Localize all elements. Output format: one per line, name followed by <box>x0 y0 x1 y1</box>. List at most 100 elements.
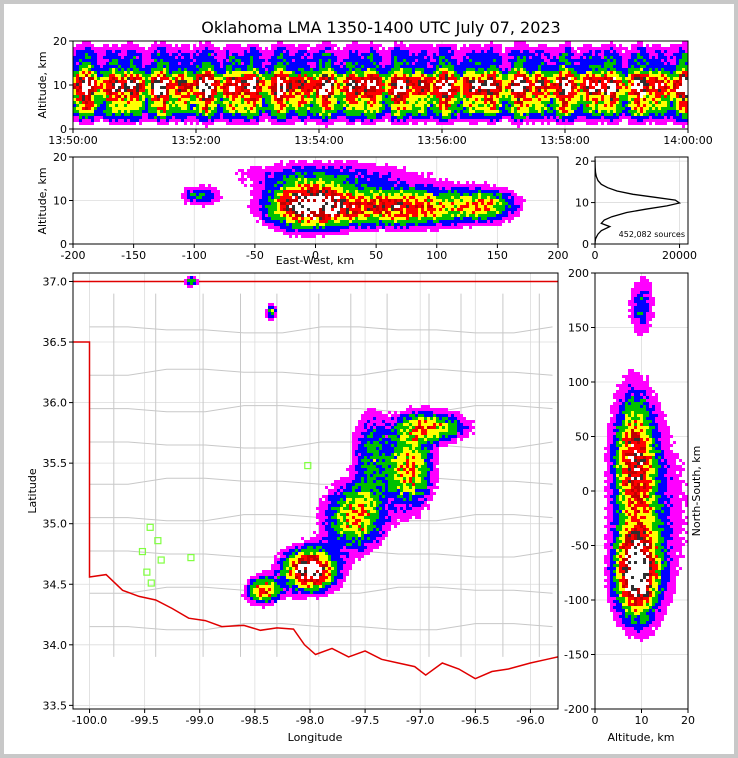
time-height-cell <box>214 107 217 110</box>
time-height-cell <box>238 44 241 47</box>
time-height-cell <box>679 77 682 80</box>
time-height-cell <box>367 98 370 101</box>
time-height-cell <box>433 74 436 77</box>
time-height-cell <box>508 77 511 80</box>
time-height-cell <box>85 65 88 68</box>
time-height-cell <box>88 101 91 104</box>
time-height-cell <box>643 71 646 74</box>
time-height-cell <box>457 56 460 59</box>
time-height-cell <box>148 95 151 98</box>
time-height-cell <box>349 50 352 53</box>
time-height-cell <box>400 107 403 110</box>
time-height-cell <box>541 113 544 116</box>
time-height-cell <box>187 107 190 110</box>
time-height-cell <box>661 53 664 56</box>
time-height-cell <box>166 89 169 92</box>
time-height-cell <box>397 56 400 59</box>
time-height-cell <box>577 86 580 89</box>
time-height-cell <box>436 77 439 80</box>
time-height-cell <box>292 56 295 59</box>
time-height-cell <box>331 116 334 119</box>
time-height-cell <box>352 92 355 95</box>
time-height-cell <box>121 50 124 53</box>
time-height-cell <box>529 47 532 50</box>
time-height-cell <box>364 53 367 56</box>
time-height-cell <box>643 47 646 50</box>
time-height-cell <box>325 92 328 95</box>
time-height-cell <box>235 107 238 110</box>
time-height-cell <box>304 86 307 89</box>
time-height-cell <box>550 101 553 104</box>
time-height-cell <box>316 80 319 83</box>
time-height-cell <box>274 107 277 110</box>
time-height-cell <box>256 116 259 119</box>
time-height-cell <box>466 86 469 89</box>
time-height-cell <box>199 113 202 116</box>
time-height-cell <box>268 59 271 62</box>
time-height-cell <box>370 65 373 68</box>
time-height-cell <box>589 95 592 98</box>
time-height-cell <box>205 59 208 62</box>
time-height-cell <box>343 110 346 113</box>
time-height-cell <box>574 80 577 83</box>
time-height-cell <box>460 98 463 101</box>
time-height-cell <box>544 47 547 50</box>
time-height-cell <box>208 71 211 74</box>
time-height-cell <box>325 116 328 119</box>
time-height-cell <box>346 68 349 71</box>
time-height-cell <box>460 80 463 83</box>
time-height-cell <box>382 110 385 113</box>
time-height-cell <box>448 104 451 107</box>
time-height-cell <box>619 113 622 116</box>
time-height-cell <box>613 83 616 86</box>
time-height-cell <box>499 44 502 47</box>
time-height-cell <box>121 74 124 77</box>
time-height-cell <box>142 104 145 107</box>
time-height-cell <box>118 107 121 110</box>
time-height-cell <box>274 53 277 56</box>
time-height-cell <box>607 83 610 86</box>
time-height-cell <box>580 71 583 74</box>
time-height-cell <box>79 110 82 113</box>
time-height-cell <box>307 110 310 113</box>
time-height-cell <box>154 56 157 59</box>
time-height-cell <box>295 110 298 113</box>
time-height-cell <box>664 92 667 95</box>
time-height-cell <box>676 86 679 89</box>
time-height-cell <box>184 53 187 56</box>
time-height-cell <box>490 113 493 116</box>
time-height-cell <box>418 101 421 104</box>
time-height-cell <box>112 104 115 107</box>
time-height-cell <box>358 86 361 89</box>
time-height-cell <box>277 53 280 56</box>
time-height-cell <box>649 95 652 98</box>
time-height-cell <box>649 98 652 101</box>
time-height-cell <box>598 95 601 98</box>
time-height-cell <box>214 113 217 116</box>
time-height-cell <box>448 71 451 74</box>
time-height-cell <box>580 101 583 104</box>
time-height-cell <box>217 74 220 77</box>
time-height-cell <box>664 95 667 98</box>
time-height-cell <box>664 107 667 110</box>
time-height-cell <box>631 53 634 56</box>
time-height-cell <box>88 59 91 62</box>
time-height-cell <box>529 95 532 98</box>
time-height-cell <box>328 95 331 98</box>
time-height-cell <box>79 59 82 62</box>
time-height-cell <box>85 50 88 53</box>
time-height-cell <box>436 56 439 59</box>
time-height-cell <box>580 113 583 116</box>
time-height-cell <box>112 89 115 92</box>
time-height-cell <box>298 80 301 83</box>
time-height-cell <box>310 110 313 113</box>
time-height-cell <box>562 59 565 62</box>
time-height-cell <box>487 110 490 113</box>
time-height-cell <box>82 80 85 83</box>
time-height-cell <box>97 83 100 86</box>
time-height-cell <box>151 98 154 101</box>
time-height-cell <box>625 74 628 77</box>
time-height-cell <box>358 104 361 107</box>
time-height-cell <box>184 98 187 101</box>
time-height-cell <box>130 104 133 107</box>
